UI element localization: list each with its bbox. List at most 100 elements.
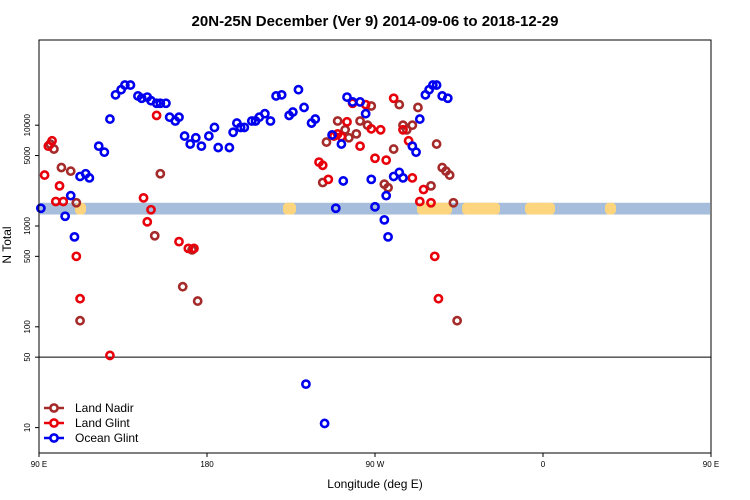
point-series-1: [366, 123, 377, 134]
point-series-2: [119, 80, 130, 90]
point-series-2: [383, 231, 393, 242]
point-series-1: [418, 184, 429, 195]
point-series-1: [138, 192, 149, 203]
point-series-2: [310, 114, 321, 124]
point-series-1: [398, 124, 408, 135]
point-series-1: [189, 243, 199, 254]
y-tick-label: 5000: [23, 146, 32, 164]
point-series-1: [370, 153, 380, 164]
point-series-0: [388, 144, 399, 154]
point-series-2: [155, 98, 166, 109]
point-series-1: [174, 236, 184, 247]
point-series-2: [319, 418, 330, 429]
y-tick-label: 1000: [23, 217, 32, 235]
point-series-0: [155, 168, 166, 179]
point-series-1: [375, 124, 386, 135]
axes: 90 E 180 90 W 0 90 E 10 50 100 500 1000 5000 10000: [23, 39, 719, 469]
point-series-0: [355, 116, 365, 126]
point-series-2: [125, 80, 136, 90]
point-series-0: [332, 116, 343, 126]
point-series-0: [149, 230, 160, 241]
x-tick-label: 90 W: [366, 460, 385, 469]
point-series-1: [414, 196, 425, 207]
point-series-1: [317, 160, 328, 171]
legend-label: Land Glint: [75, 416, 130, 430]
y-tick-label: 10: [23, 423, 32, 432]
point-series-2: [136, 93, 147, 104]
legend-marker: [49, 418, 59, 428]
point-series-1: [355, 141, 365, 152]
point-series-2: [398, 173, 408, 183]
band-ocean: [40, 202, 710, 215]
point-series-0: [65, 166, 76, 177]
point-series-2: [179, 131, 190, 141]
point-series-0: [452, 315, 463, 326]
point-series-2: [161, 98, 171, 109]
x-tick-label: 90 E: [31, 460, 47, 469]
point-series-1: [183, 243, 194, 254]
point-series-2: [355, 97, 365, 107]
point-series-0: [192, 296, 203, 306]
point-series-2: [370, 201, 380, 212]
point-series-0: [75, 315, 85, 326]
point-series-0: [401, 124, 412, 135]
point-series-2: [301, 379, 311, 390]
point-series-2: [259, 108, 270, 119]
point-series-1: [47, 135, 57, 146]
point-series-0: [351, 128, 362, 139]
point-series-2: [93, 141, 104, 152]
point-series-2: [151, 98, 162, 109]
point-series-1: [71, 251, 82, 262]
point-series-2: [239, 122, 250, 133]
point-series-1: [323, 174, 334, 185]
point-series-2: [196, 141, 207, 152]
point-series-1: [151, 110, 162, 121]
x-tick-label: 0: [541, 460, 546, 469]
point-series-2: [105, 114, 115, 124]
point-series-0: [407, 120, 418, 131]
point-series-2: [228, 127, 239, 138]
point-series-2: [224, 142, 235, 153]
point-series-2: [271, 91, 281, 101]
point-series-1: [429, 251, 440, 262]
x-tick-label: 90 E: [703, 460, 719, 469]
point-series-2: [203, 131, 214, 141]
point-series-2: [35, 203, 46, 214]
band-land: [283, 202, 296, 215]
x-axis-label: Longitude (deg E): [327, 477, 422, 491]
legend-label: Land Nadir: [75, 401, 134, 415]
y-tick-label: 100: [23, 320, 32, 334]
point-series-2: [330, 203, 341, 214]
point-series-2: [246, 116, 257, 126]
point-series-2: [293, 84, 304, 95]
point-series-2: [69, 231, 80, 242]
band-land: [462, 202, 500, 215]
point-series-2: [381, 190, 392, 201]
legend-marker: [49, 433, 59, 443]
point-series-2: [209, 122, 220, 133]
point-series-0: [426, 180, 436, 191]
x-tick-label: 180: [200, 460, 214, 469]
point-series-1: [39, 170, 50, 180]
coverage-band: [40, 202, 710, 215]
point-series-2: [84, 173, 95, 183]
point-series-1: [58, 196, 69, 207]
point-series-2: [190, 132, 201, 143]
point-series-1: [381, 155, 392, 166]
point-series-0: [321, 137, 332, 147]
point-series-2: [235, 122, 246, 133]
point-series-1: [388, 93, 399, 104]
point-series-2: [99, 147, 110, 158]
point-series-0: [413, 102, 423, 113]
band-land: [605, 202, 616, 215]
point-series-2: [287, 107, 298, 117]
point-series-2: [327, 130, 337, 140]
point-series-0: [448, 197, 459, 208]
point-series-0: [444, 170, 455, 180]
point-series-2: [411, 147, 421, 158]
point-series-1: [407, 173, 418, 183]
data-points: [35, 80, 463, 429]
point-series-1: [54, 180, 65, 191]
point-series-2: [336, 139, 347, 149]
